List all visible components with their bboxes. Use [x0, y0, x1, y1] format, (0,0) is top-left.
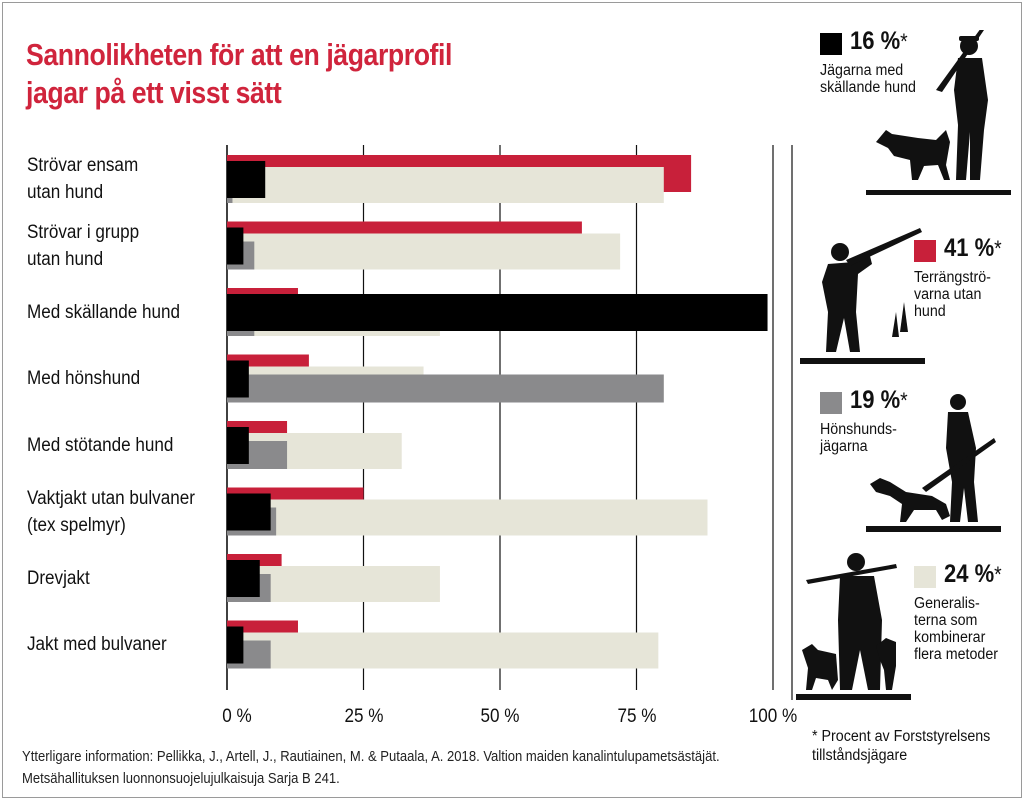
legend-asterisk: * [994, 236, 1002, 261]
x-tick-label: 50 % [480, 706, 520, 727]
bar-skallande [227, 427, 249, 464]
legend-percent: 24 % [944, 560, 995, 588]
bar-general [227, 499, 708, 536]
source-text: Ytterligare information: Pellikka, J., A… [22, 746, 720, 790]
bar-skallande [227, 360, 249, 398]
hunter-with-dogs-silhouette [796, 553, 911, 700]
category-label: Med skällande hund [27, 301, 181, 323]
bar-honshund [227, 374, 664, 403]
footnote-line-1: * Procent av Forststyrelsens [812, 728, 991, 745]
legend-asterisk: * [900, 388, 908, 413]
hunter-with-pointer-dog-silhouette [866, 394, 1001, 532]
category-label: Drevjakt [27, 567, 90, 589]
bar-skallande [227, 626, 244, 664]
footnote: * Procent av Forststyrelsens tillståndsj… [812, 727, 990, 765]
legend-swatch-terrang [914, 240, 936, 262]
bar-general [227, 167, 664, 203]
chart-title: Sannolikheten för att en jägarprofil jag… [26, 36, 452, 112]
legend-asterisk: * [900, 29, 908, 54]
footnote-line-2: tillståndsjägare [812, 747, 908, 764]
title-line-2: jagar på ett visst sätt [26, 75, 282, 110]
bar-skallande [227, 493, 271, 531]
bar-skallande [227, 294, 768, 331]
bar-general [227, 632, 659, 669]
category-label: Vaktjakt utan bulvaner (tex spelmyr) [27, 487, 195, 536]
bar-general [227, 233, 621, 270]
legend-asterisk: * [994, 562, 1002, 587]
source-line-1: Ytterligare information: Pellikka, J., A… [22, 749, 720, 765]
legend-percent: 19 % [850, 386, 901, 414]
title-line-1: Sannolikheten för att en jägarprofil [26, 37, 452, 72]
bar-skallande [227, 560, 260, 597]
category-label: Strövar ensam utan hund [27, 155, 139, 203]
legend-desc-line: Jägarna med [820, 62, 904, 79]
legend-desc-line: Generalis- [914, 595, 980, 612]
legend-desc-line: kombinerar [914, 629, 986, 646]
x-tick-label: 25 % [344, 706, 383, 727]
legend-percent: 41 % [944, 234, 995, 262]
x-tick-label: 75 % [617, 706, 656, 727]
x-tick-label: 100 % [748, 706, 798, 727]
legend-swatch-honshund [820, 392, 842, 414]
bar-skallande [227, 227, 244, 265]
hunter-aiming-rifle-silhouette [800, 228, 925, 364]
category-label: Med stötande hund [27, 434, 174, 456]
legend-desc-line: Hönshunds- [820, 421, 897, 438]
legend-desc-line: terna som [914, 612, 978, 629]
source-line-2: Metsähallituksen luonnonsuojelujulkaisuj… [22, 771, 340, 787]
category-label: Jakt med bulvaner [27, 634, 167, 655]
legend-percent: 16 % [850, 27, 901, 55]
legend-desc-line: varna utan [914, 286, 982, 303]
legend-desc-line: flera metoder [914, 646, 999, 663]
hunter-with-barking-dog-silhouette [866, 30, 1011, 195]
category-label: Med hönshund [27, 368, 141, 389]
x-tick-label: 0 % [222, 706, 252, 727]
legend-desc-line: skällande hund [820, 79, 916, 96]
legend-swatch-general [914, 566, 936, 588]
category-label: Strövar i grupp utan hund [27, 221, 140, 270]
legend-desc-line: hund [914, 303, 946, 320]
legend-swatch-skallande [820, 33, 842, 55]
legend-desc-line: jägarna [820, 438, 868, 455]
bar-skallande [227, 161, 266, 198]
legend-desc-line: Terrängströ- [914, 269, 991, 286]
